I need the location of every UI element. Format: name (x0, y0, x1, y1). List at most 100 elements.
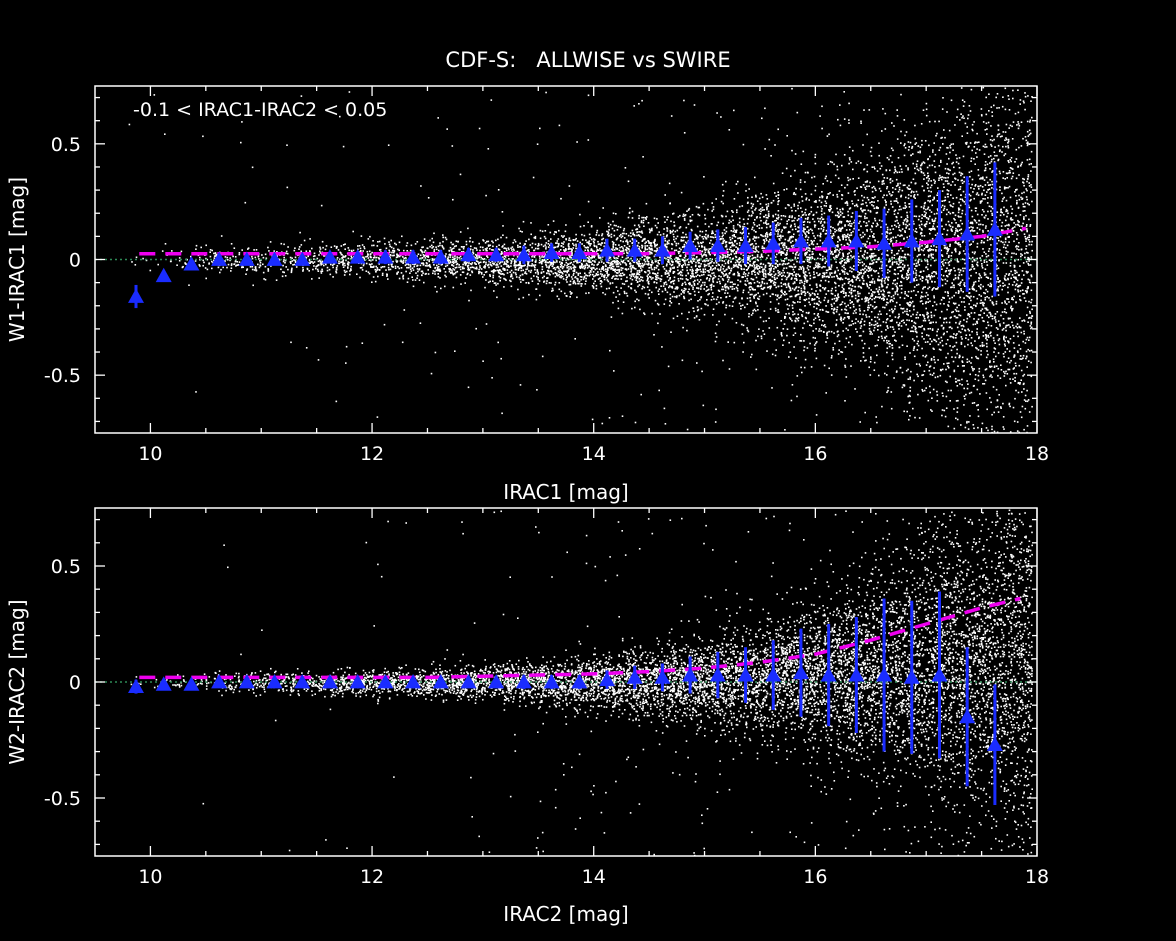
scatter-point (901, 335, 903, 338)
scatter-point (694, 245, 697, 248)
scatter-point (996, 211, 999, 213)
scatter-point (672, 261, 674, 264)
scatter-point (866, 224, 869, 227)
scatter-point (486, 255, 488, 257)
scatter-point (940, 310, 943, 313)
scatter-point (922, 172, 925, 174)
scatter-point (552, 261, 555, 264)
scatter-point (693, 310, 695, 313)
scatter-point (569, 283, 572, 286)
scatter-point (806, 347, 809, 349)
scatter-point (722, 202, 724, 205)
scatter-point (995, 280, 998, 283)
scatter-point (794, 287, 797, 289)
scatter-point (971, 366, 973, 368)
scatter-point (960, 216, 962, 218)
scatter-point (870, 331, 872, 333)
scatter-point (654, 260, 657, 263)
scatter-point (813, 298, 815, 301)
scatter-point (369, 253, 372, 255)
scatter-point (1017, 219, 1019, 222)
scatter-point (759, 316, 762, 319)
scatter-point (791, 307, 794, 309)
scatter-point (906, 236, 908, 239)
scatter-point (568, 273, 570, 276)
scatter-point (906, 211, 908, 214)
scatter-point (707, 269, 710, 272)
scatter-point (696, 306, 699, 308)
scatter-point (730, 253, 732, 255)
scatter-point (569, 290, 572, 293)
scatter-point (970, 268, 972, 271)
scatter-point (519, 384, 522, 386)
scatter-point (796, 111, 799, 114)
scatter-point (968, 277, 970, 280)
scatter-point (489, 274, 491, 276)
scatter-point (647, 282, 650, 284)
scatter-point (1011, 138, 1014, 140)
scatter-point (913, 339, 916, 342)
scatter-point (989, 178, 991, 181)
scatter-point (996, 93, 999, 95)
scatter-point (558, 257, 561, 259)
scatter-point (984, 198, 986, 200)
scatter-point (775, 286, 777, 289)
scatter-point (759, 208, 762, 210)
scatter-point (676, 266, 679, 268)
scatter-point (825, 271, 828, 274)
scatter-point (343, 269, 346, 272)
scatter-point (745, 190, 747, 192)
scatter-point (465, 277, 467, 279)
scatter-point (947, 366, 950, 369)
scatter-point (846, 184, 849, 186)
scatter-point (321, 240, 324, 243)
scatter-point (891, 311, 894, 314)
scatter-point (547, 224, 550, 226)
scatter-point (886, 211, 889, 213)
scatter-point (437, 245, 440, 248)
scatter-point (842, 254, 844, 257)
scatter-point (972, 284, 975, 287)
scatter-point (1024, 95, 1027, 98)
scatter-point (894, 273, 897, 276)
scatter-point (751, 254, 754, 257)
scatter-point (755, 196, 757, 198)
scatter-point (178, 259, 181, 262)
scatter-point (722, 279, 725, 281)
scatter-point (639, 308, 641, 311)
scatter-point (668, 274, 670, 276)
scatter-point (392, 247, 395, 250)
scatter-point (746, 277, 748, 280)
scatter-point (1015, 148, 1018, 151)
scatter-point (450, 269, 452, 271)
scatter-point (875, 288, 878, 290)
scatter-point (466, 265, 469, 267)
scatter-point (688, 282, 690, 285)
scatter-point (878, 154, 880, 157)
scatter-point (970, 299, 972, 302)
scatter-point (742, 254, 745, 257)
scatter-point (896, 253, 898, 255)
scatter-point (740, 265, 742, 268)
scatter-point (439, 244, 441, 247)
scatter-point (638, 271, 641, 274)
scatter-point (257, 263, 259, 266)
scatter-point (873, 369, 876, 371)
scatter-point (956, 230, 959, 232)
scatter-point (786, 328, 789, 330)
scatter-point (656, 265, 659, 267)
scatter-point (375, 265, 377, 268)
scatter-point (854, 194, 856, 196)
scatter-point (966, 141, 968, 144)
scatter-point (871, 186, 874, 189)
scatter-point (619, 226, 622, 229)
scatter-point (756, 200, 759, 202)
scatter-point (858, 215, 861, 217)
scatter-point (402, 256, 404, 258)
scatter-point (901, 171, 903, 173)
scatter-point (989, 155, 992, 157)
scatter-point (647, 222, 650, 224)
scatter-point (499, 261, 502, 264)
scatter-point (625, 269, 628, 271)
scatter-point (758, 285, 760, 288)
